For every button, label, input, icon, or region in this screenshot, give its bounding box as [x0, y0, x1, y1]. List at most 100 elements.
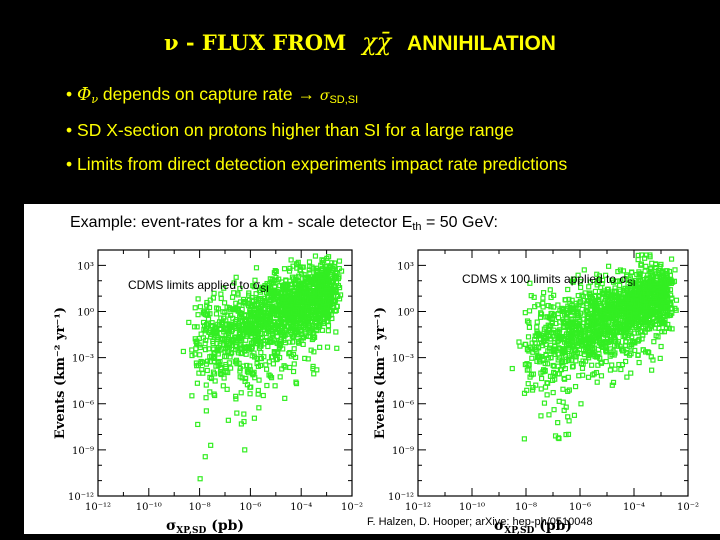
- data-point: [618, 366, 624, 373]
- data-point: [525, 381, 531, 387]
- data-point: [524, 367, 530, 373]
- data-point: [295, 317, 301, 324]
- data-point: [194, 380, 200, 386]
- data-point: [204, 367, 210, 374]
- data-point: [286, 315, 292, 321]
- data-point: [195, 421, 201, 428]
- data-point: [202, 341, 208, 347]
- data-point: [526, 308, 533, 314]
- data-point: [634, 289, 640, 295]
- data-point: [593, 293, 599, 300]
- data-point: [245, 300, 251, 306]
- data-point: [291, 361, 297, 367]
- data-point: [604, 286, 610, 292]
- data-point: [529, 355, 535, 361]
- data-point: [231, 280, 237, 286]
- bullet-item: • SD X-section on protons higher than SI…: [66, 120, 514, 141]
- data-point: [286, 268, 293, 274]
- data-point: [239, 319, 245, 325]
- data-point: [285, 290, 292, 296]
- data-point: [547, 287, 553, 293]
- data-point: [273, 277, 279, 283]
- data-point: [628, 281, 634, 288]
- data-point: [268, 339, 274, 345]
- data-point: [235, 350, 242, 356]
- x-tick-label: 10⁻¹⁰: [136, 502, 162, 513]
- data-point: [628, 269, 635, 275]
- data-point: [238, 390, 244, 396]
- data-point: [246, 367, 252, 373]
- y-tick-label: 10⁻⁹: [72, 446, 94, 457]
- data-point: [262, 310, 268, 316]
- data-point: [332, 308, 338, 314]
- data-point: [649, 290, 655, 296]
- data-point: [577, 279, 583, 285]
- data-point: [587, 279, 594, 285]
- data-point: [256, 405, 262, 411]
- data-point: [244, 368, 250, 374]
- data-point: [240, 363, 246, 369]
- data-point: [577, 350, 583, 357]
- data-point: [611, 305, 617, 311]
- data-point: [527, 280, 533, 286]
- data-point: [648, 323, 655, 329]
- data-point: [239, 331, 245, 337]
- data-point: [601, 316, 607, 322]
- data-point: [632, 305, 638, 311]
- data-point: [254, 298, 260, 304]
- data-point: [559, 358, 565, 365]
- data-point: [586, 330, 593, 336]
- data-point: [252, 325, 258, 332]
- data-point: [204, 302, 210, 308]
- title-suffix: ANNIHILATION: [407, 32, 556, 55]
- data-point: [544, 330, 550, 336]
- data-point: [593, 369, 600, 376]
- x-tick-label: 10⁻¹⁰: [459, 502, 485, 513]
- data-point: [252, 375, 258, 381]
- data-point: [642, 255, 648, 261]
- data-point: [215, 351, 221, 357]
- data-point: [318, 319, 324, 325]
- data-point: [223, 369, 229, 375]
- data-point: [569, 302, 575, 309]
- title-symbol: χχ̄: [362, 28, 392, 56]
- data-point: [242, 447, 248, 453]
- data-point: [580, 372, 586, 378]
- data-point: [248, 311, 255, 317]
- data-point: [293, 379, 299, 385]
- data-point: [619, 310, 625, 317]
- data-point: [299, 328, 305, 334]
- data-point: [636, 359, 642, 366]
- data-point: [313, 265, 319, 271]
- data-point: [672, 305, 678, 311]
- data-point: [204, 299, 210, 306]
- data-point: [613, 292, 620, 299]
- data-point: [639, 252, 645, 258]
- data-point: [538, 311, 545, 317]
- data-point: [627, 331, 633, 337]
- data-point: [320, 305, 326, 311]
- data-point: [652, 261, 659, 267]
- data-point: [636, 284, 642, 290]
- data-point: [226, 344, 233, 350]
- data-point: [567, 334, 573, 340]
- data-point: [509, 365, 515, 372]
- data-point: [241, 411, 247, 417]
- data-point: [209, 322, 215, 329]
- data-point: [307, 270, 313, 276]
- y-tick-label: 10⁻⁶: [392, 400, 414, 411]
- data-point: [550, 389, 556, 396]
- data-point: [611, 343, 618, 349]
- data-point: [195, 296, 201, 302]
- data-point: [541, 400, 548, 406]
- data-point: [203, 382, 209, 388]
- data-point: [287, 265, 293, 272]
- data-point: [540, 357, 546, 363]
- data-point: [525, 334, 532, 340]
- data-point: [626, 310, 633, 317]
- data-point: [226, 321, 232, 327]
- data-point: [294, 322, 300, 329]
- data-point: [578, 401, 584, 407]
- title-prefix: ν - FLUX FROM: [164, 30, 347, 55]
- data-point: [645, 317, 652, 323]
